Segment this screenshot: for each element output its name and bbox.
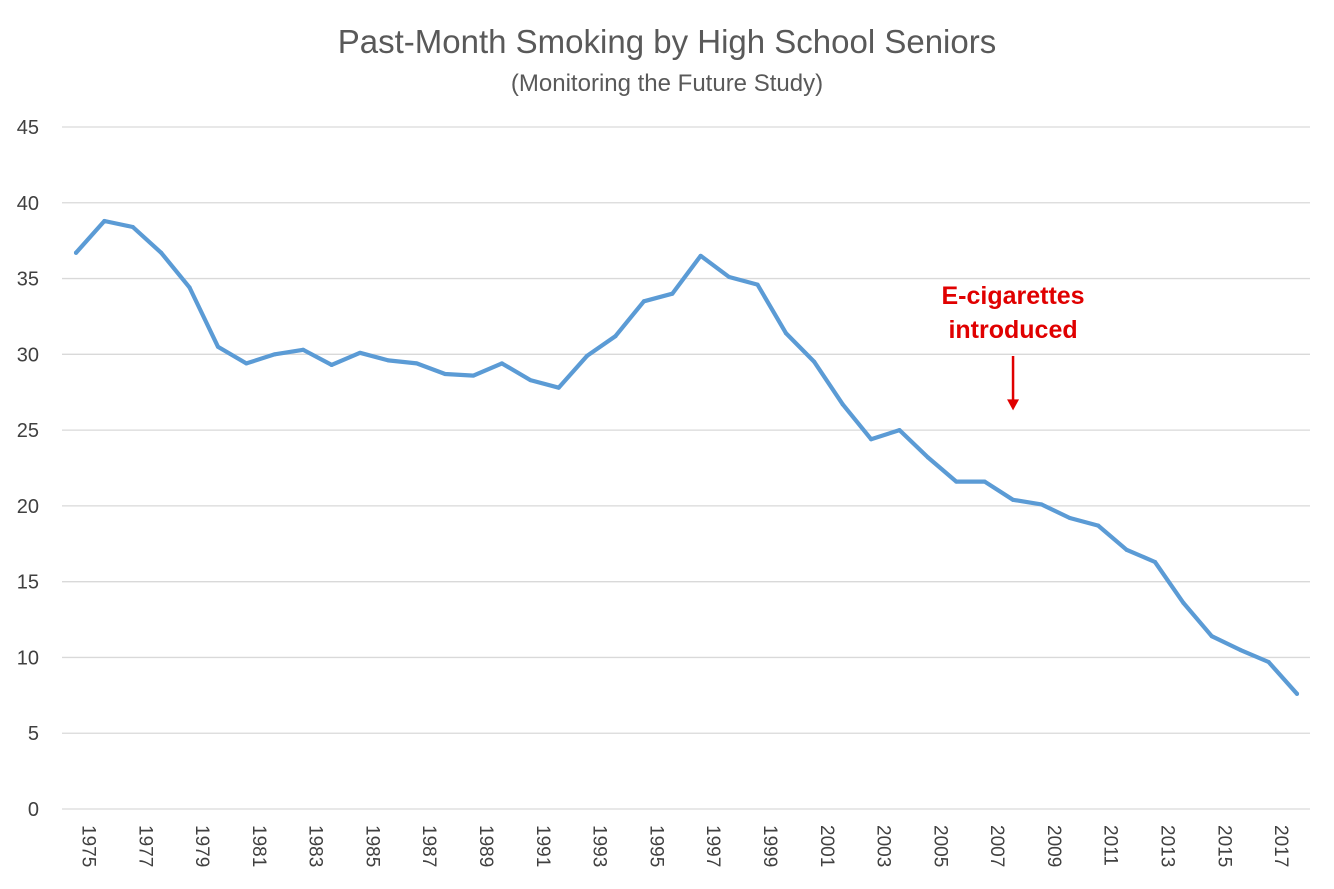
- x-tick-label: 2017: [1270, 825, 1291, 867]
- series-layer: [73, 218, 1300, 696]
- data-point: [783, 331, 788, 336]
- annotation-text-line-1: E-cigarettes: [941, 282, 1084, 310]
- data-point: [1181, 600, 1186, 605]
- y-tick-label: 25: [17, 420, 39, 442]
- data-point: [130, 225, 135, 230]
- y-tick-label: 15: [17, 572, 39, 594]
- data-point: [840, 402, 845, 407]
- y-tick-label: 45: [17, 117, 39, 139]
- data-point: [443, 372, 448, 377]
- data-point: [1124, 547, 1129, 552]
- x-tick-label: 1999: [759, 825, 780, 867]
- data-point: [301, 347, 306, 352]
- x-tick-label: 1993: [589, 825, 610, 867]
- x-tick-label: 2007: [986, 825, 1007, 867]
- series-line: [73, 218, 1300, 696]
- data-point: [641, 299, 646, 304]
- data-point: [755, 282, 760, 287]
- x-tick-label: 1989: [475, 825, 496, 867]
- annotation-text-line-2: introduced: [948, 316, 1077, 344]
- x-tick-label: 2013: [1157, 825, 1178, 867]
- chart-subtitle: (Monitoring the Future Study): [511, 70, 823, 97]
- y-axis-ticks: 0 5 10 15 20 25 30 35 40 45: [17, 117, 39, 821]
- data-point: [102, 218, 107, 223]
- y-tick-label: 20: [17, 496, 39, 518]
- x-tick-label: 1997: [702, 825, 723, 867]
- data-point: [215, 344, 220, 349]
- x-tick-label: 2005: [929, 825, 950, 867]
- data-point: [897, 428, 902, 433]
- data-point: [499, 361, 504, 366]
- data-point: [670, 291, 675, 296]
- data-point: [585, 353, 590, 358]
- x-tick-label: 1991: [532, 825, 553, 867]
- gridlines: [62, 126, 1310, 810]
- data-point: [1295, 691, 1299, 696]
- data-point: [471, 373, 476, 378]
- x-tick-label: 2011: [1100, 825, 1121, 866]
- data-point: [727, 275, 732, 280]
- x-tick-label: 2009: [1043, 825, 1064, 867]
- x-tick-label: 1979: [191, 825, 212, 867]
- data-point: [925, 455, 930, 460]
- data-point: [982, 479, 987, 484]
- x-tick-label: 1985: [361, 825, 382, 867]
- data-point: [272, 352, 277, 357]
- chart-title: Past-Month Smoking by High School Senior…: [338, 23, 997, 60]
- x-tick-label: 2015: [1213, 825, 1234, 867]
- x-tick-label: 1977: [134, 825, 155, 867]
- data-point: [386, 358, 391, 363]
- x-tick-label: 2001: [816, 825, 837, 867]
- data-point: [329, 362, 334, 367]
- data-point: [414, 361, 419, 366]
- x-tick-label: 1987: [418, 825, 439, 867]
- y-tick-label: 0: [28, 799, 39, 821]
- y-tick-label: 5: [28, 723, 39, 745]
- data-point: [698, 253, 703, 258]
- data-point: [954, 479, 959, 484]
- x-tick-label: 2003: [873, 825, 894, 867]
- x-tick-label: 1995: [645, 825, 666, 867]
- x-tick-label: 1981: [248, 825, 269, 867]
- data-point: [812, 359, 817, 364]
- x-tick-label: 1975: [78, 825, 99, 867]
- annotation: E-cigarettes introduced: [941, 282, 1085, 411]
- data-point: [869, 437, 874, 442]
- data-point: [1266, 659, 1271, 664]
- data-point: [556, 385, 561, 390]
- data-point: [613, 334, 618, 339]
- data-point: [244, 361, 249, 366]
- data-point: [187, 285, 192, 290]
- data-point: [1153, 559, 1158, 564]
- x-tick-label: 1983: [305, 825, 326, 867]
- y-tick-label: 40: [17, 193, 39, 215]
- y-tick-label: 35: [17, 269, 39, 291]
- data-point: [357, 350, 362, 355]
- data-point: [1209, 634, 1214, 639]
- data-point: [1238, 647, 1243, 652]
- annotation-arrow-head: [1007, 399, 1020, 411]
- data-point: [1039, 502, 1044, 507]
- data-point: [159, 250, 164, 255]
- data-point: [1067, 516, 1072, 521]
- x-axis-ticks: 1975 1977 1979 1981 1983 1985 1987 1989 1991 1993…: [78, 825, 1292, 867]
- y-tick-label: 10: [17, 647, 39, 669]
- data-point: [1096, 523, 1101, 528]
- y-tick-label: 30: [17, 344, 39, 366]
- data-point: [1011, 497, 1016, 502]
- data-point: [528, 378, 533, 383]
- data-point: [74, 250, 78, 255]
